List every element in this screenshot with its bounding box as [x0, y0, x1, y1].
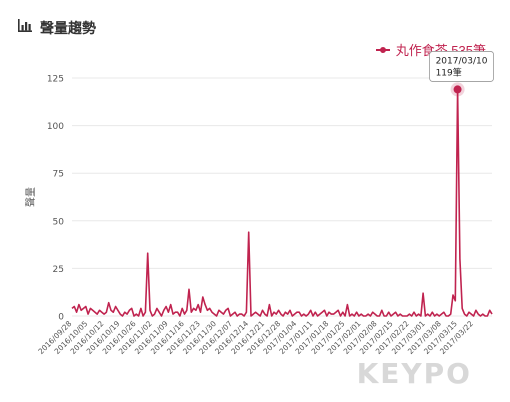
x-axis-ticks: 2016/09/282016/10/052016/10/122016/10/19…	[36, 319, 475, 356]
legend-marker-icon	[375, 46, 390, 53]
chart-header: 聲量趨勢	[18, 18, 96, 38]
keypo-watermark: KEYPO	[356, 357, 472, 390]
chart-title: 聲量趨勢	[40, 20, 96, 36]
bar-chart-icon	[18, 19, 32, 37]
y-axis-ticks: 0 25 50 75 100 125	[47, 75, 64, 323]
y-tick-label: 125	[47, 75, 64, 85]
peak-point	[453, 85, 462, 94]
y-tick-label: 0	[58, 313, 64, 323]
tooltip-value: 119筆	[436, 66, 462, 78]
y-tick-label: 75	[53, 170, 64, 180]
y-tick-label: 100	[47, 122, 64, 132]
peak-tooltip	[429, 51, 494, 82]
series-line[interactable]	[71, 88, 493, 317]
y-axis-label: 聲量	[24, 187, 37, 207]
y-tick-label: 25	[53, 265, 64, 275]
y-tick-label: 50	[53, 217, 65, 227]
grid-lines	[72, 77, 492, 317]
tooltip-date: 2017/03/10	[436, 56, 488, 66]
